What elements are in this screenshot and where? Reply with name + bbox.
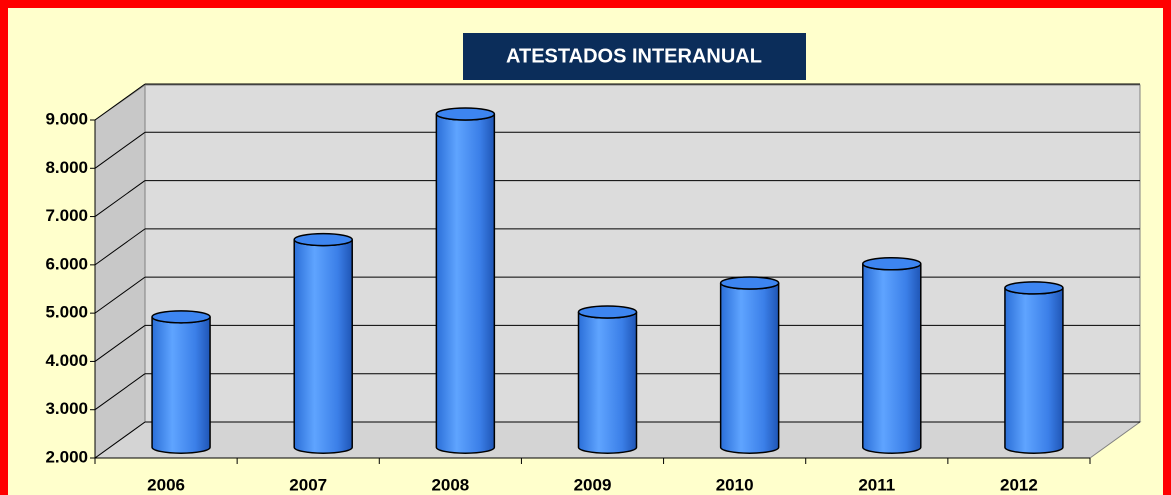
x-tick-label: 2012 — [1000, 475, 1038, 494]
bar — [719, 282, 780, 454]
y-tick-label: 3.000 — [45, 399, 88, 418]
bar — [1004, 287, 1064, 454]
x-tick-label: 2008 — [431, 475, 469, 494]
bar-top — [719, 276, 780, 290]
y-tick-label: 6.000 — [45, 254, 88, 273]
grid-line — [94, 131, 146, 169]
bar — [293, 239, 353, 454]
y-tick-label: 8.000 — [45, 158, 88, 177]
grid-line — [94, 373, 146, 411]
grid-line — [94, 421, 146, 459]
x-tick-label: 2011 — [858, 475, 895, 494]
grid-line — [94, 325, 146, 362]
bar-top — [577, 305, 638, 319]
y-tick-label: 5.000 — [45, 303, 88, 322]
bar — [151, 316, 211, 454]
y-tick-label: 9.000 — [45, 109, 88, 128]
x-tick-label: 2006 — [147, 475, 185, 494]
bar — [435, 113, 496, 454]
grid-line — [94, 83, 146, 121]
bar-top — [1004, 281, 1064, 295]
y-tick-label: 7.000 — [45, 206, 88, 225]
bar-top — [293, 232, 353, 247]
x-tick-label: 2007 — [289, 475, 327, 494]
bar-top — [862, 256, 922, 271]
bar — [577, 311, 638, 454]
grid-line — [94, 180, 146, 217]
y-tick-label: 4.000 — [45, 351, 88, 370]
title-box — [463, 33, 806, 80]
chart-title: ATESTADOS INTERANUAL — [506, 45, 762, 67]
bar-top — [151, 310, 211, 324]
bar-top — [435, 107, 496, 121]
grid-line — [94, 228, 146, 266]
y-tick-label: 2.000 — [45, 447, 88, 466]
x-tick-label: 2009 — [574, 475, 612, 494]
grid-line — [94, 276, 146, 314]
x-tick-label: 2010 — [716, 475, 754, 494]
side-wall — [94, 84, 146, 459]
bar — [862, 263, 922, 454]
